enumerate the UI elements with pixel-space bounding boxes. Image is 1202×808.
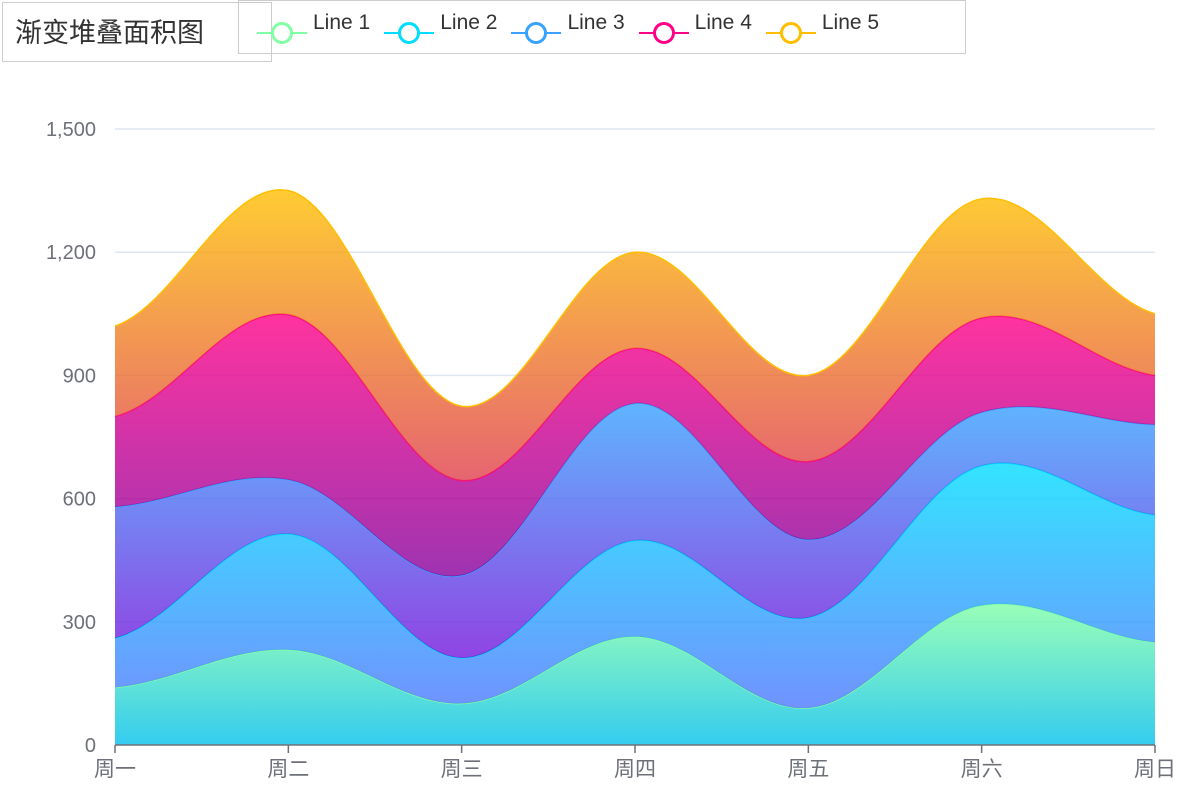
legend: Line 1 Line 2 Line 3 Line 4 Line 5 xyxy=(238,0,966,54)
legend-line-circle-icon xyxy=(765,11,816,44)
y-tick-label: 300 xyxy=(63,612,96,634)
area-line-1 xyxy=(115,603,1155,745)
legend-label: Line 2 xyxy=(440,11,498,34)
y-tick-label: 900 xyxy=(63,365,96,387)
area-line-2 xyxy=(115,463,1155,709)
legend-line-circle-icon xyxy=(511,11,562,44)
x-tick-label: 周日 xyxy=(1134,757,1176,781)
legend-label: Line 4 xyxy=(694,11,752,34)
area-line-4 xyxy=(115,313,1155,577)
x-tick-label: 周三 xyxy=(441,757,483,781)
line-line-5 xyxy=(114,189,1156,407)
y-tick-label: 1,200 xyxy=(46,242,96,264)
x-tick-label: 周一 xyxy=(94,757,136,781)
x-tick-label: 周二 xyxy=(267,757,309,781)
chart-title: 渐变堆叠面积图 xyxy=(15,18,204,49)
legend-item-line-5[interactable]: Line 5 xyxy=(765,11,880,44)
area-line-3 xyxy=(115,403,1155,658)
area-line-5 xyxy=(115,189,1155,481)
x-tick-label: 周六 xyxy=(961,757,1003,781)
y-tick-label: 0 xyxy=(85,735,96,757)
legend-item-line-1[interactable]: Line 1 xyxy=(257,11,371,44)
y-tick-label: 600 xyxy=(63,489,96,511)
title-box: 渐变堆叠面积图 xyxy=(2,2,272,62)
x-tick-label: 周四 xyxy=(614,757,656,781)
legend-item-line-3[interactable]: Line 3 xyxy=(511,11,625,44)
legend-label: Line 3 xyxy=(567,11,625,34)
x-tick-label: 周五 xyxy=(787,757,829,781)
legend-label: Line 5 xyxy=(821,11,880,34)
legend-item-line-2[interactable]: Line 2 xyxy=(384,11,498,44)
legend-item-line-4[interactable]: Line 4 xyxy=(638,11,752,44)
legend-line-circle-icon xyxy=(384,11,435,44)
legend-line-circle-icon xyxy=(638,11,689,44)
legend-line-circle-icon xyxy=(257,11,307,44)
y-tick-label: 1,500 xyxy=(46,119,96,141)
legend-label: Line 1 xyxy=(313,11,371,34)
